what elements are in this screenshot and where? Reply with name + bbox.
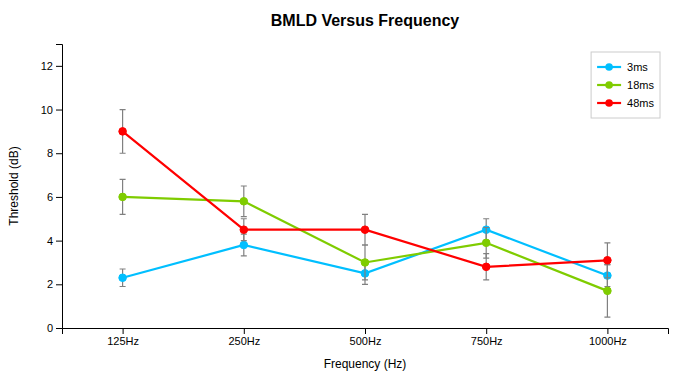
- error-bar: [483, 254, 489, 280]
- y-axis: 0 2 4 6 8 10 12: [41, 45, 63, 335]
- y-tick-label: 2: [47, 278, 53, 290]
- legend-box: [591, 52, 660, 118]
- point: [240, 197, 248, 205]
- y-tick-label: 4: [47, 235, 53, 247]
- point: [119, 128, 127, 136]
- y-tick: 0: [47, 322, 62, 334]
- x-tick-label: 500Hz: [350, 335, 382, 347]
- y-tick-mark: [56, 110, 62, 111]
- point: [482, 263, 490, 271]
- title: BMLD Versus Frequency: [271, 12, 460, 29]
- y-tick-mark: [56, 66, 62, 67]
- legend-item: 48ms: [597, 97, 654, 109]
- x-tick-label: 125Hz: [107, 335, 139, 347]
- plot-area: 0 2 4 6 8 10 12 125Hz 250Hz 500Hz 750Hz 1000Hz 3ms 18…: [41, 45, 669, 347]
- point: [119, 274, 127, 282]
- y-axis-line: [56, 45, 63, 329]
- x-tick-mark: [123, 328, 124, 334]
- x-tick: 1000Hz: [589, 328, 627, 347]
- x-tick-label: 750Hz: [471, 335, 503, 347]
- series: [119, 110, 611, 280]
- legend-label: 18ms: [627, 79, 654, 91]
- x-tick: 125Hz: [107, 328, 139, 347]
- legend-label: 48ms: [627, 97, 654, 109]
- point: [240, 241, 248, 249]
- error-bar: [120, 269, 126, 286]
- y-axis-title: Threshold (dB): [7, 146, 21, 225]
- series-line: [123, 131, 608, 266]
- x-tick: 500Hz: [350, 328, 382, 347]
- error-bar: [362, 214, 368, 245]
- y-tick-label: 12: [41, 60, 53, 72]
- y-tick: 8: [47, 147, 62, 159]
- legend-marker: [605, 99, 613, 107]
- x-tick: 750Hz: [471, 328, 503, 347]
- y-tick: 2: [47, 278, 62, 290]
- series-line: [123, 197, 608, 291]
- y-tick: 6: [47, 191, 62, 203]
- x-tick-mark: [486, 328, 487, 334]
- legend: 3ms 18ms 48ms: [591, 52, 660, 118]
- x-axis: 125Hz 250Hz 500Hz 750Hz 1000Hz: [63, 328, 669, 347]
- y-tick-label: 10: [41, 104, 53, 116]
- point: [240, 226, 248, 234]
- y-tick-mark: [56, 197, 62, 198]
- point: [604, 256, 612, 264]
- legend-marker: [605, 63, 613, 71]
- error-bar: [241, 219, 247, 241]
- error-bar: [120, 110, 126, 154]
- y-tick: 12: [41, 60, 62, 72]
- x-tick-mark: [607, 328, 608, 334]
- error-bar: [241, 186, 247, 217]
- y-tick-mark: [56, 241, 62, 242]
- point: [482, 239, 490, 247]
- y-tick-mark: [56, 328, 62, 329]
- error-bar: [604, 243, 610, 278]
- point: [361, 226, 369, 234]
- y-tick-label: 0: [47, 322, 53, 334]
- point: [361, 259, 369, 267]
- x-tick: 250Hz: [228, 328, 260, 347]
- legend-label: 3ms: [627, 61, 648, 73]
- x-tick-mark: [244, 328, 245, 334]
- chart: 0 2 4 6 8 10 12 125Hz 250Hz 500Hz 750Hz 1000Hz 3ms 18…: [0, 0, 688, 380]
- point: [119, 193, 127, 201]
- marks: [119, 110, 611, 318]
- error-bar: [362, 245, 368, 280]
- x-axis-title: Frequency (Hz): [324, 357, 407, 371]
- y-tick-label: 8: [47, 147, 53, 159]
- point: [604, 287, 612, 295]
- legend-item: 18ms: [597, 79, 654, 91]
- y-tick: 10: [41, 104, 62, 116]
- y-tick-mark: [56, 284, 62, 285]
- error-bar: [120, 179, 126, 214]
- x-axis-line: [63, 329, 669, 335]
- x-tick-label: 1000Hz: [589, 335, 627, 347]
- y-tick-mark: [56, 153, 62, 154]
- series: [119, 179, 611, 317]
- series: [119, 219, 611, 287]
- y-tick-label: 6: [47, 191, 53, 203]
- x-tick-mark: [365, 328, 366, 334]
- legend-item: 3ms: [597, 61, 648, 73]
- y-tick: 4: [47, 235, 62, 247]
- legend-marker: [605, 81, 613, 89]
- x-tick-label: 250Hz: [228, 335, 260, 347]
